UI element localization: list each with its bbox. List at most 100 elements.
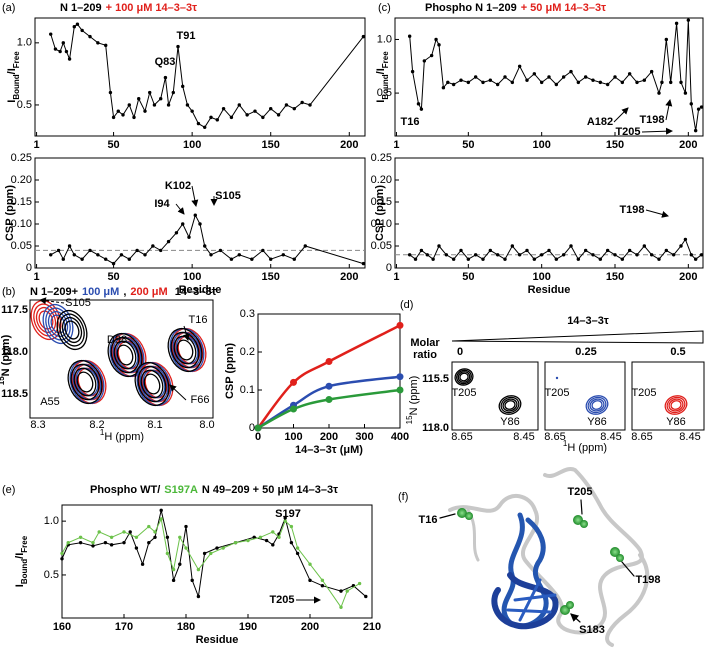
data-point <box>473 75 478 79</box>
peak-label: T205 <box>451 387 476 399</box>
structure-cartoon <box>439 466 650 647</box>
y-axis-label: CSP (ppm) <box>224 343 236 399</box>
data-point <box>598 80 603 85</box>
data-point <box>525 78 529 82</box>
data-point <box>111 261 116 266</box>
peak-label: Y86 <box>587 416 607 428</box>
y-axis-label-part: CSP (ppm) <box>374 185 386 241</box>
data-point <box>178 535 182 539</box>
data-point <box>429 53 434 58</box>
data-point <box>56 248 61 253</box>
data-point <box>413 257 418 261</box>
data-point <box>525 248 529 253</box>
x-axis-label: Residue <box>196 634 239 646</box>
y-axis-label: IBound/IFree <box>375 51 390 103</box>
arrow <box>169 384 187 401</box>
y-tick-label: 1.0 <box>44 515 59 527</box>
nmr-contour <box>73 367 97 397</box>
data-point <box>181 84 185 89</box>
data-point <box>627 72 632 76</box>
x-tick-label: 8.45 <box>513 431 534 443</box>
y-tick-label: 0.10 <box>371 218 392 230</box>
data-point <box>218 248 223 253</box>
data-point <box>364 594 368 599</box>
data-point <box>233 540 238 545</box>
y-tick-label: 0.25 <box>11 152 32 164</box>
x-tick-label: 170 <box>115 621 133 633</box>
data-point <box>434 37 438 42</box>
data-point <box>517 64 522 68</box>
y-axis-label-part: N (ppm) <box>0 334 12 376</box>
data-point <box>116 109 120 113</box>
data-point <box>657 257 661 261</box>
data-point <box>620 257 625 261</box>
data-point <box>252 535 256 539</box>
data-point <box>104 257 108 261</box>
data-point <box>148 90 152 95</box>
residue-label: S183 <box>579 624 605 636</box>
data-point <box>61 41 65 45</box>
data-point <box>64 49 69 54</box>
annotation: T205 <box>269 594 294 606</box>
nmr-contour <box>107 332 143 378</box>
data-point <box>569 69 573 74</box>
data-point <box>147 524 151 529</box>
nmr-contour <box>456 369 472 385</box>
annotation: A182 <box>587 116 613 128</box>
data-point <box>258 535 263 539</box>
data-point <box>178 562 182 566</box>
data-point <box>669 80 673 85</box>
data-point <box>481 257 485 261</box>
data-point <box>152 103 157 107</box>
data-point <box>253 109 257 113</box>
spectrum-title-part: 14–3–3τ <box>172 286 217 298</box>
data-point <box>396 386 404 394</box>
data-point <box>61 257 65 261</box>
x-tick-label: 1 <box>34 139 40 151</box>
nmr-contour <box>116 344 134 366</box>
nmr-contour <box>589 398 605 412</box>
data-point <box>91 544 95 548</box>
data-point <box>80 257 84 261</box>
nmr-contour <box>591 400 603 410</box>
data-point <box>209 115 213 120</box>
data-point <box>292 106 296 111</box>
data-point <box>88 248 92 253</box>
data-point <box>283 516 287 520</box>
panel-label: (d) <box>400 299 413 311</box>
data-point <box>119 253 124 257</box>
y-tick-label: 118.0 <box>1 346 28 358</box>
data-point <box>153 535 157 539</box>
y-tick-label: 0.05 <box>11 240 32 252</box>
data-point <box>481 80 485 85</box>
annotation: T198 <box>639 114 664 126</box>
data-point <box>660 80 664 85</box>
data-point <box>416 102 421 106</box>
data-point <box>459 248 463 253</box>
y-axis-label: 15N (ppm) <box>0 334 12 385</box>
x-tick-label: 8.2 <box>89 419 104 431</box>
nmr-contour <box>70 363 100 401</box>
y-axis-label: CSP (ppm) <box>4 185 16 241</box>
nmr-contour <box>61 316 83 344</box>
data-point <box>151 244 155 248</box>
nmr-contour <box>137 365 167 403</box>
data-point <box>221 546 225 550</box>
data-point <box>532 72 537 76</box>
y-tick-label: 0 <box>26 262 32 274</box>
data-point <box>185 103 190 107</box>
plot-frame <box>34 17 366 137</box>
peak-label: F66 <box>191 394 210 406</box>
data-point <box>78 535 83 539</box>
plot-frame <box>61 504 373 619</box>
data-point <box>166 103 171 107</box>
data-point <box>196 594 201 599</box>
data-point <box>184 524 188 529</box>
peak-label: D98 <box>107 334 127 346</box>
data-point <box>569 244 573 248</box>
ratio-value: 0 <box>457 346 463 358</box>
data-point <box>269 257 273 261</box>
arrow <box>641 127 673 135</box>
data-point <box>407 253 412 257</box>
arrow <box>613 107 629 123</box>
